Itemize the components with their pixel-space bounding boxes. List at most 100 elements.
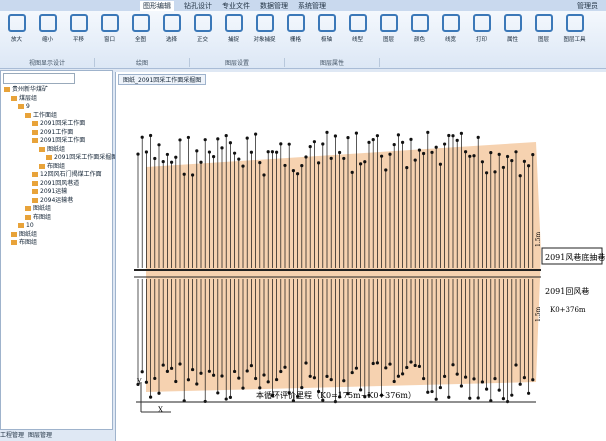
borehole-end: [351, 371, 354, 374]
tree-node[interactable]: 图纸组: [1, 205, 112, 214]
borehole-end: [498, 389, 501, 392]
tree-node[interactable]: 2091运输: [1, 188, 112, 197]
borehole-end: [271, 150, 274, 153]
bottom-tab[interactable]: 工程管理: [0, 430, 24, 439]
borehole-end: [464, 375, 467, 378]
menu-tab[interactable]: 钻孔设计: [184, 1, 212, 11]
bottom-tab[interactable]: 图层管理: [28, 430, 52, 439]
ribbon-button[interactable]: 放大: [2, 14, 31, 43]
node-label: 图纸组: [33, 205, 51, 212]
borehole-end: [519, 174, 522, 177]
tree-node[interactable]: 2091回风巷道: [1, 180, 112, 189]
borehole-end: [157, 143, 160, 146]
menu-tab[interactable]: 图形编辑: [140, 1, 174, 11]
tree-node[interactable]: 2094运输巷: [1, 197, 112, 206]
node-icon: [32, 172, 38, 177]
button-label: 图层工具: [563, 37, 585, 43]
borehole-end: [435, 398, 438, 401]
tree-node[interactable]: 2091工作面: [1, 129, 112, 138]
borehole-end: [451, 363, 454, 366]
dim-label: 1.5m: [535, 231, 542, 247]
tree-node[interactable]: 2091回采工作面: [1, 137, 112, 146]
ribbon-button[interactable]: 打印: [467, 14, 496, 43]
ribbon-group-label: 绘图: [95, 58, 190, 67]
ribbon-button[interactable]: 选择: [157, 14, 186, 43]
search-box[interactable]: [3, 73, 75, 84]
tree-node[interactable]: 12回风石门揭煤工作面: [1, 171, 112, 180]
drawing-tab[interactable]: 图纸_2091回采工作面采掘图: [118, 74, 206, 85]
ribbon-button[interactable]: 线宽: [436, 14, 465, 43]
ribbon-button[interactable]: 线型: [343, 14, 372, 43]
tree-node[interactable]: 图纸组: [1, 231, 112, 240]
ribbon-button[interactable]: 平移: [64, 14, 93, 43]
tree-node[interactable]: 工作面组: [1, 112, 112, 121]
ribbon-button[interactable]: 图层: [529, 14, 558, 43]
borehole-end: [212, 374, 215, 377]
ribbon-button[interactable]: 捕捉: [219, 14, 248, 43]
borehole-end: [409, 360, 412, 363]
button-label: 对象捕捉: [253, 37, 275, 43]
borehole-end: [258, 386, 261, 389]
node-label: 2094运输巷: [40, 197, 73, 204]
tree-node[interactable]: 图纸组: [1, 146, 112, 155]
button-label: 图层: [383, 37, 394, 43]
borehole-end: [430, 390, 433, 393]
borehole-end: [346, 136, 349, 139]
button-icon: [101, 14, 119, 32]
tree-node[interactable]: 布图组: [1, 163, 112, 172]
ribbon-button[interactable]: 全图: [126, 14, 155, 43]
borehole-end: [481, 380, 484, 383]
tree-node[interactable]: 贵州新华煤矿: [1, 86, 112, 95]
ribbon-button[interactable]: 窗口: [95, 14, 124, 43]
tree-node[interactable]: 煤层组: [1, 95, 112, 104]
tree-node[interactable]: 2091回采工作面采掘图: [1, 154, 112, 163]
borehole-end: [363, 160, 366, 163]
ribbon-button[interactable]: 颜色: [405, 14, 434, 43]
button-icon: [535, 14, 553, 32]
button-icon: [287, 14, 305, 32]
borehole-end: [208, 370, 211, 373]
borehole-end: [481, 160, 484, 163]
borehole-end: [527, 392, 530, 395]
borehole-end: [380, 155, 383, 158]
axis-label: X: [158, 406, 163, 414]
borehole-end: [401, 141, 404, 144]
tree-node[interactable]: 2091回采工作面: [1, 120, 112, 129]
button-label: 全图: [135, 37, 146, 43]
borehole-end: [225, 397, 228, 400]
ribbon-button[interactable]: 属性: [498, 14, 527, 43]
borehole-end: [493, 377, 496, 380]
menu-tab[interactable]: 专业文件: [222, 1, 250, 11]
ribbon-button[interactable]: 图层工具: [560, 14, 589, 43]
ribbon-button[interactable]: 极轴: [312, 14, 341, 43]
borehole-end: [250, 364, 253, 367]
borehole-end: [418, 365, 421, 368]
tree-node[interactable]: 布图组: [1, 214, 112, 223]
menu-tab[interactable]: 系统管理: [298, 1, 326, 11]
borehole-end: [397, 133, 400, 136]
tree-node[interactable]: 10: [1, 222, 112, 231]
ribbon-button[interactable]: 栅格: [281, 14, 310, 43]
borehole-end: [141, 370, 144, 373]
ribbon-button[interactable]: 对象捕捉: [250, 14, 279, 43]
node-icon: [32, 181, 38, 186]
menu-tab[interactable]: 数据管理: [260, 1, 288, 11]
button-icon: [411, 14, 429, 32]
tree-node[interactable]: 9: [1, 103, 112, 112]
button-label: 平移: [73, 37, 84, 43]
borehole-end: [267, 380, 270, 383]
borehole-end: [162, 160, 165, 163]
ribbon-button[interactable]: 图层: [374, 14, 403, 43]
ribbon-button[interactable]: 正交: [188, 14, 217, 43]
borehole-end: [376, 134, 379, 137]
button-label: 图层: [538, 37, 549, 43]
ribbon-button[interactable]: 缩小: [33, 14, 62, 43]
tree-node[interactable]: 布图组: [1, 239, 112, 248]
borehole-end: [367, 141, 370, 144]
borehole-end: [229, 141, 232, 144]
borehole-end: [300, 386, 303, 389]
borehole-end: [237, 158, 240, 161]
node-label: 2091回采工作面: [40, 120, 85, 127]
button-label: 线宽: [445, 37, 456, 43]
node-icon: [32, 121, 38, 126]
